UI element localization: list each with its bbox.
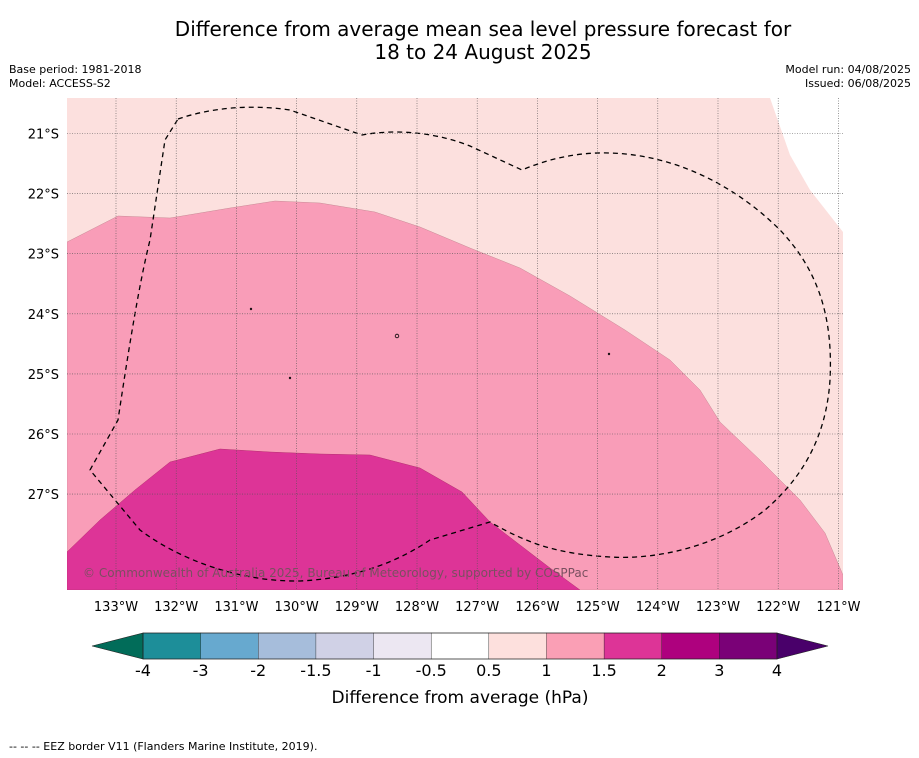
- latitude-labels: 21°S 22°S 23°S 24°S 25°S 26°S 27°S: [28, 128, 59, 504]
- longitude-label: 129°W: [335, 600, 379, 615]
- colorbar-label: Difference from average (hPa): [332, 688, 589, 708]
- colorbar-cell: [719, 632, 778, 660]
- colorbar-tick-label: 0.5: [476, 661, 501, 680]
- colorbar-cell: [315, 632, 375, 660]
- colorbar-tick-label: 1: [541, 661, 551, 680]
- meta-right: Model run: 04/08/2025 Issued: 06/08/2025: [785, 63, 911, 91]
- colorbar-tick-label: -3: [193, 661, 209, 680]
- longitude-label: 125°W: [576, 600, 620, 615]
- colorbar-tick-label: -2: [250, 661, 266, 680]
- longitude-label: 130°W: [275, 600, 319, 615]
- colorbar-tick-label: -4: [135, 661, 151, 680]
- no-data-white-area: [770, 98, 843, 232]
- colorbar-cell: [142, 632, 202, 660]
- colorbar-cell: [603, 632, 663, 660]
- eez-legend-note: -- -- -- EEZ border V11 (Flanders Marine…: [9, 740, 318, 753]
- longitude-label: 133°W: [94, 600, 138, 615]
- longitude-label: 132°W: [154, 600, 198, 615]
- colorbar-tick-label: 1.5: [591, 661, 616, 680]
- longitude-label: 122°W: [756, 600, 800, 615]
- copyright-note: © Commonwealth of Australia 2025, Bureau…: [83, 566, 588, 580]
- model-name: Model: ACCESS-S2: [9, 77, 111, 90]
- colorbar-tick-label: 3: [714, 661, 724, 680]
- map-plot-area: © Commonwealth of Australia 2025, Bureau…: [67, 98, 843, 590]
- longitude-label: 131°W: [214, 600, 258, 615]
- meta-left: Base period: 1981-2018 Model: ACCESS-S2: [9, 63, 141, 91]
- colorbar-tick-label: 2: [657, 661, 667, 680]
- longitude-label: 123°W: [696, 600, 740, 615]
- longitude-label: 121°W: [816, 600, 860, 615]
- colorbar-cell: [546, 632, 605, 660]
- longitude-label: 128°W: [395, 600, 439, 615]
- longitude-label: 124°W: [636, 600, 680, 615]
- longitude-label: 127°W: [455, 600, 499, 615]
- colorbar-tick-label: -1.5: [300, 661, 331, 680]
- latitude-label: 26°S: [28, 428, 59, 443]
- title-line-2: 18 to 24 August 2025: [374, 40, 592, 64]
- colorbar-tick-label: -0.5: [416, 661, 447, 680]
- forecast-map: © Commonwealth of Australia 2025, Bureau…: [28, 98, 861, 708]
- latitude-label: 23°S: [28, 248, 59, 263]
- colorbar-outline: [142, 632, 778, 660]
- colorbar-cell: [661, 632, 720, 660]
- colorbar-cell: [200, 632, 259, 660]
- issued-date: Issued: 06/08/2025: [804, 77, 911, 90]
- map-title: Difference from average mean sea level p…: [0, 18, 919, 64]
- latitude-label: 21°S: [28, 128, 59, 143]
- anomaly-band-1-5-to-2: [67, 448, 581, 590]
- model-run: Model run: 04/08/2025: [785, 63, 911, 76]
- colorbar-over-arrow: [776, 632, 829, 660]
- colorbar-cell: [430, 632, 490, 660]
- colorbar-cell: [373, 632, 432, 660]
- latitude-label: 25°S: [28, 368, 59, 383]
- colorbar-tick-label: -1: [366, 661, 382, 680]
- island-dots: [249, 307, 611, 380]
- colorbar-under-arrow: [91, 632, 144, 660]
- graticule-lines: [67, 98, 843, 590]
- title-line-1: Difference from average mean sea level p…: [174, 17, 792, 41]
- longitude-label: 126°W: [515, 600, 559, 615]
- colorbar-tick-label: 4: [772, 661, 782, 680]
- longitude-labels: 133°W 132°W 131°W 130°W 129°W 128°W 127°W 126°W…: [94, 600, 861, 615]
- colorbar-cell: [258, 632, 317, 660]
- latitude-label: 24°S: [28, 308, 59, 323]
- latitude-label: 22°S: [28, 188, 59, 203]
- base-period: Base period: 1981-2018: [9, 63, 142, 76]
- latitude-label: 27°S: [28, 488, 59, 503]
- colorbar: -4 -3 -2 -1.5 -1 -0.5 0.5 1 1.5 2 3 4 Difference fr…: [91, 632, 829, 708]
- eez-border: [89, 106, 832, 582]
- colorbar-cell: [488, 632, 547, 660]
